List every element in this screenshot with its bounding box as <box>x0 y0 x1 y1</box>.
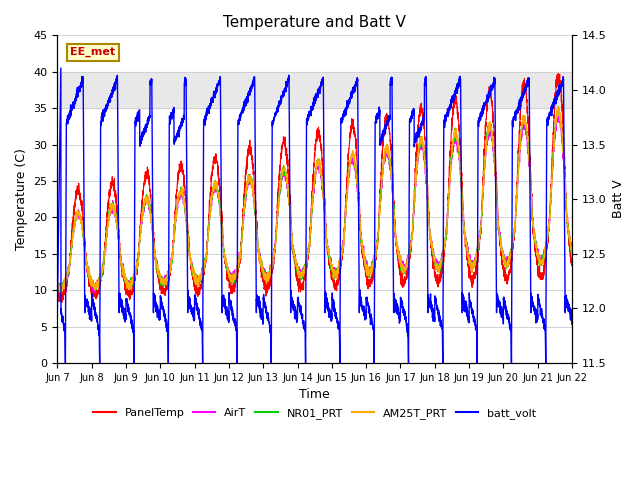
Legend: PanelTemp, AirT, NR01_PRT, AM25T_PRT, batt_volt: PanelTemp, AirT, NR01_PRT, AM25T_PRT, ba… <box>89 403 541 423</box>
Title: Temperature and Batt V: Temperature and Batt V <box>223 15 406 30</box>
Y-axis label: Temperature (C): Temperature (C) <box>15 148 28 250</box>
Text: EE_met: EE_met <box>70 47 115 57</box>
Bar <box>58 72 572 108</box>
X-axis label: Time: Time <box>300 388 330 401</box>
Y-axis label: Batt V: Batt V <box>612 180 625 218</box>
